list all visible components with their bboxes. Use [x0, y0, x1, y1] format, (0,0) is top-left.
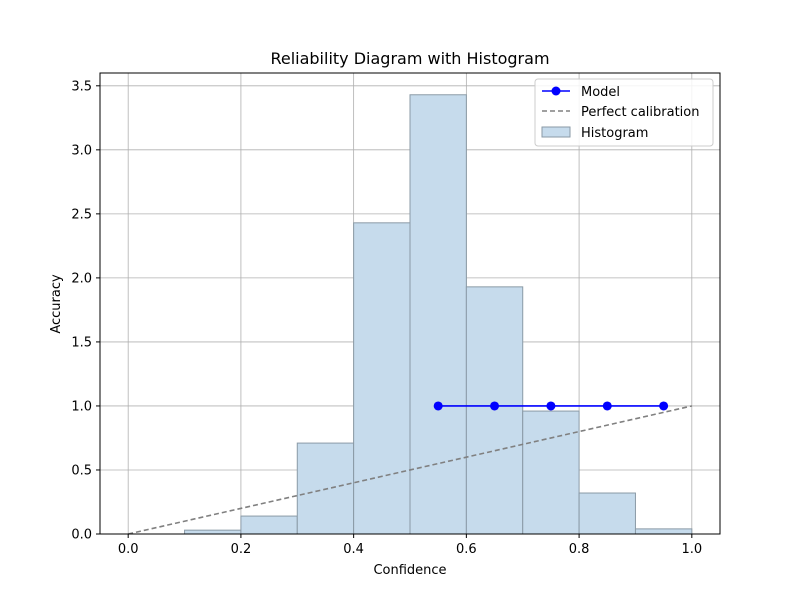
- series-lines: [128, 401, 692, 535]
- model-point: [602, 401, 612, 411]
- x-tick-label: 0.4: [343, 542, 364, 557]
- histogram-bars: [184, 94, 693, 535]
- legend-histogram-swatch: [541, 126, 571, 138]
- histogram-bar: [353, 222, 411, 535]
- legend-histogram-label: Histogram: [581, 126, 648, 141]
- y-tick-label: 0.0: [71, 528, 92, 543]
- x-axis-ticks: 0.0 0.2 0.4 0.6 0.8 1.0: [118, 534, 702, 557]
- histogram-bar: [578, 492, 636, 535]
- plot-frame: [99, 72, 721, 535]
- x-tick-label: 0.2: [231, 542, 252, 557]
- model-point: [546, 401, 556, 411]
- histogram-bar: [409, 94, 467, 535]
- legend-model-label: Model: [581, 85, 620, 100]
- histogram-bar: [240, 515, 298, 535]
- model-point: [659, 401, 669, 411]
- x-tick-label: 1.0: [681, 542, 702, 557]
- y-tick-label: 3.0: [71, 143, 92, 158]
- y-tick-label: 2.0: [71, 271, 92, 286]
- y-tick-label: 0.5: [71, 463, 92, 478]
- y-axis-label: Accuracy: [49, 274, 64, 334]
- histogram-bar: [634, 528, 693, 535]
- chart-title: Reliability Diagram with Histogram: [270, 49, 549, 68]
- y-tick-label: 1.0: [71, 399, 92, 414]
- model-point: [490, 401, 500, 411]
- y-tick-label: 3.5: [71, 79, 92, 94]
- x-axis-label: Confidence: [373, 563, 446, 578]
- legend: Model Perfect calibration Histogram: [534, 78, 714, 147]
- y-tick-label: 1.5: [71, 335, 92, 350]
- legend-model-marker: [551, 86, 561, 96]
- legend-perfect-label: Perfect calibration: [581, 105, 699, 120]
- x-tick-label: 0.8: [569, 542, 590, 557]
- x-tick-label: 0.6: [456, 542, 477, 557]
- x-tick-label: 0.0: [118, 542, 139, 557]
- histogram-bar: [522, 410, 580, 535]
- histogram-bar: [184, 529, 242, 535]
- model-point: [433, 401, 443, 411]
- y-tick-label: 2.5: [71, 207, 92, 222]
- legend-box: [534, 78, 714, 147]
- perfect-calibration-line: [128, 405, 692, 535]
- y-axis-ticks: 0.0 0.5 1.0 1.5 2.0 2.5 3.0 3.5: [71, 79, 100, 543]
